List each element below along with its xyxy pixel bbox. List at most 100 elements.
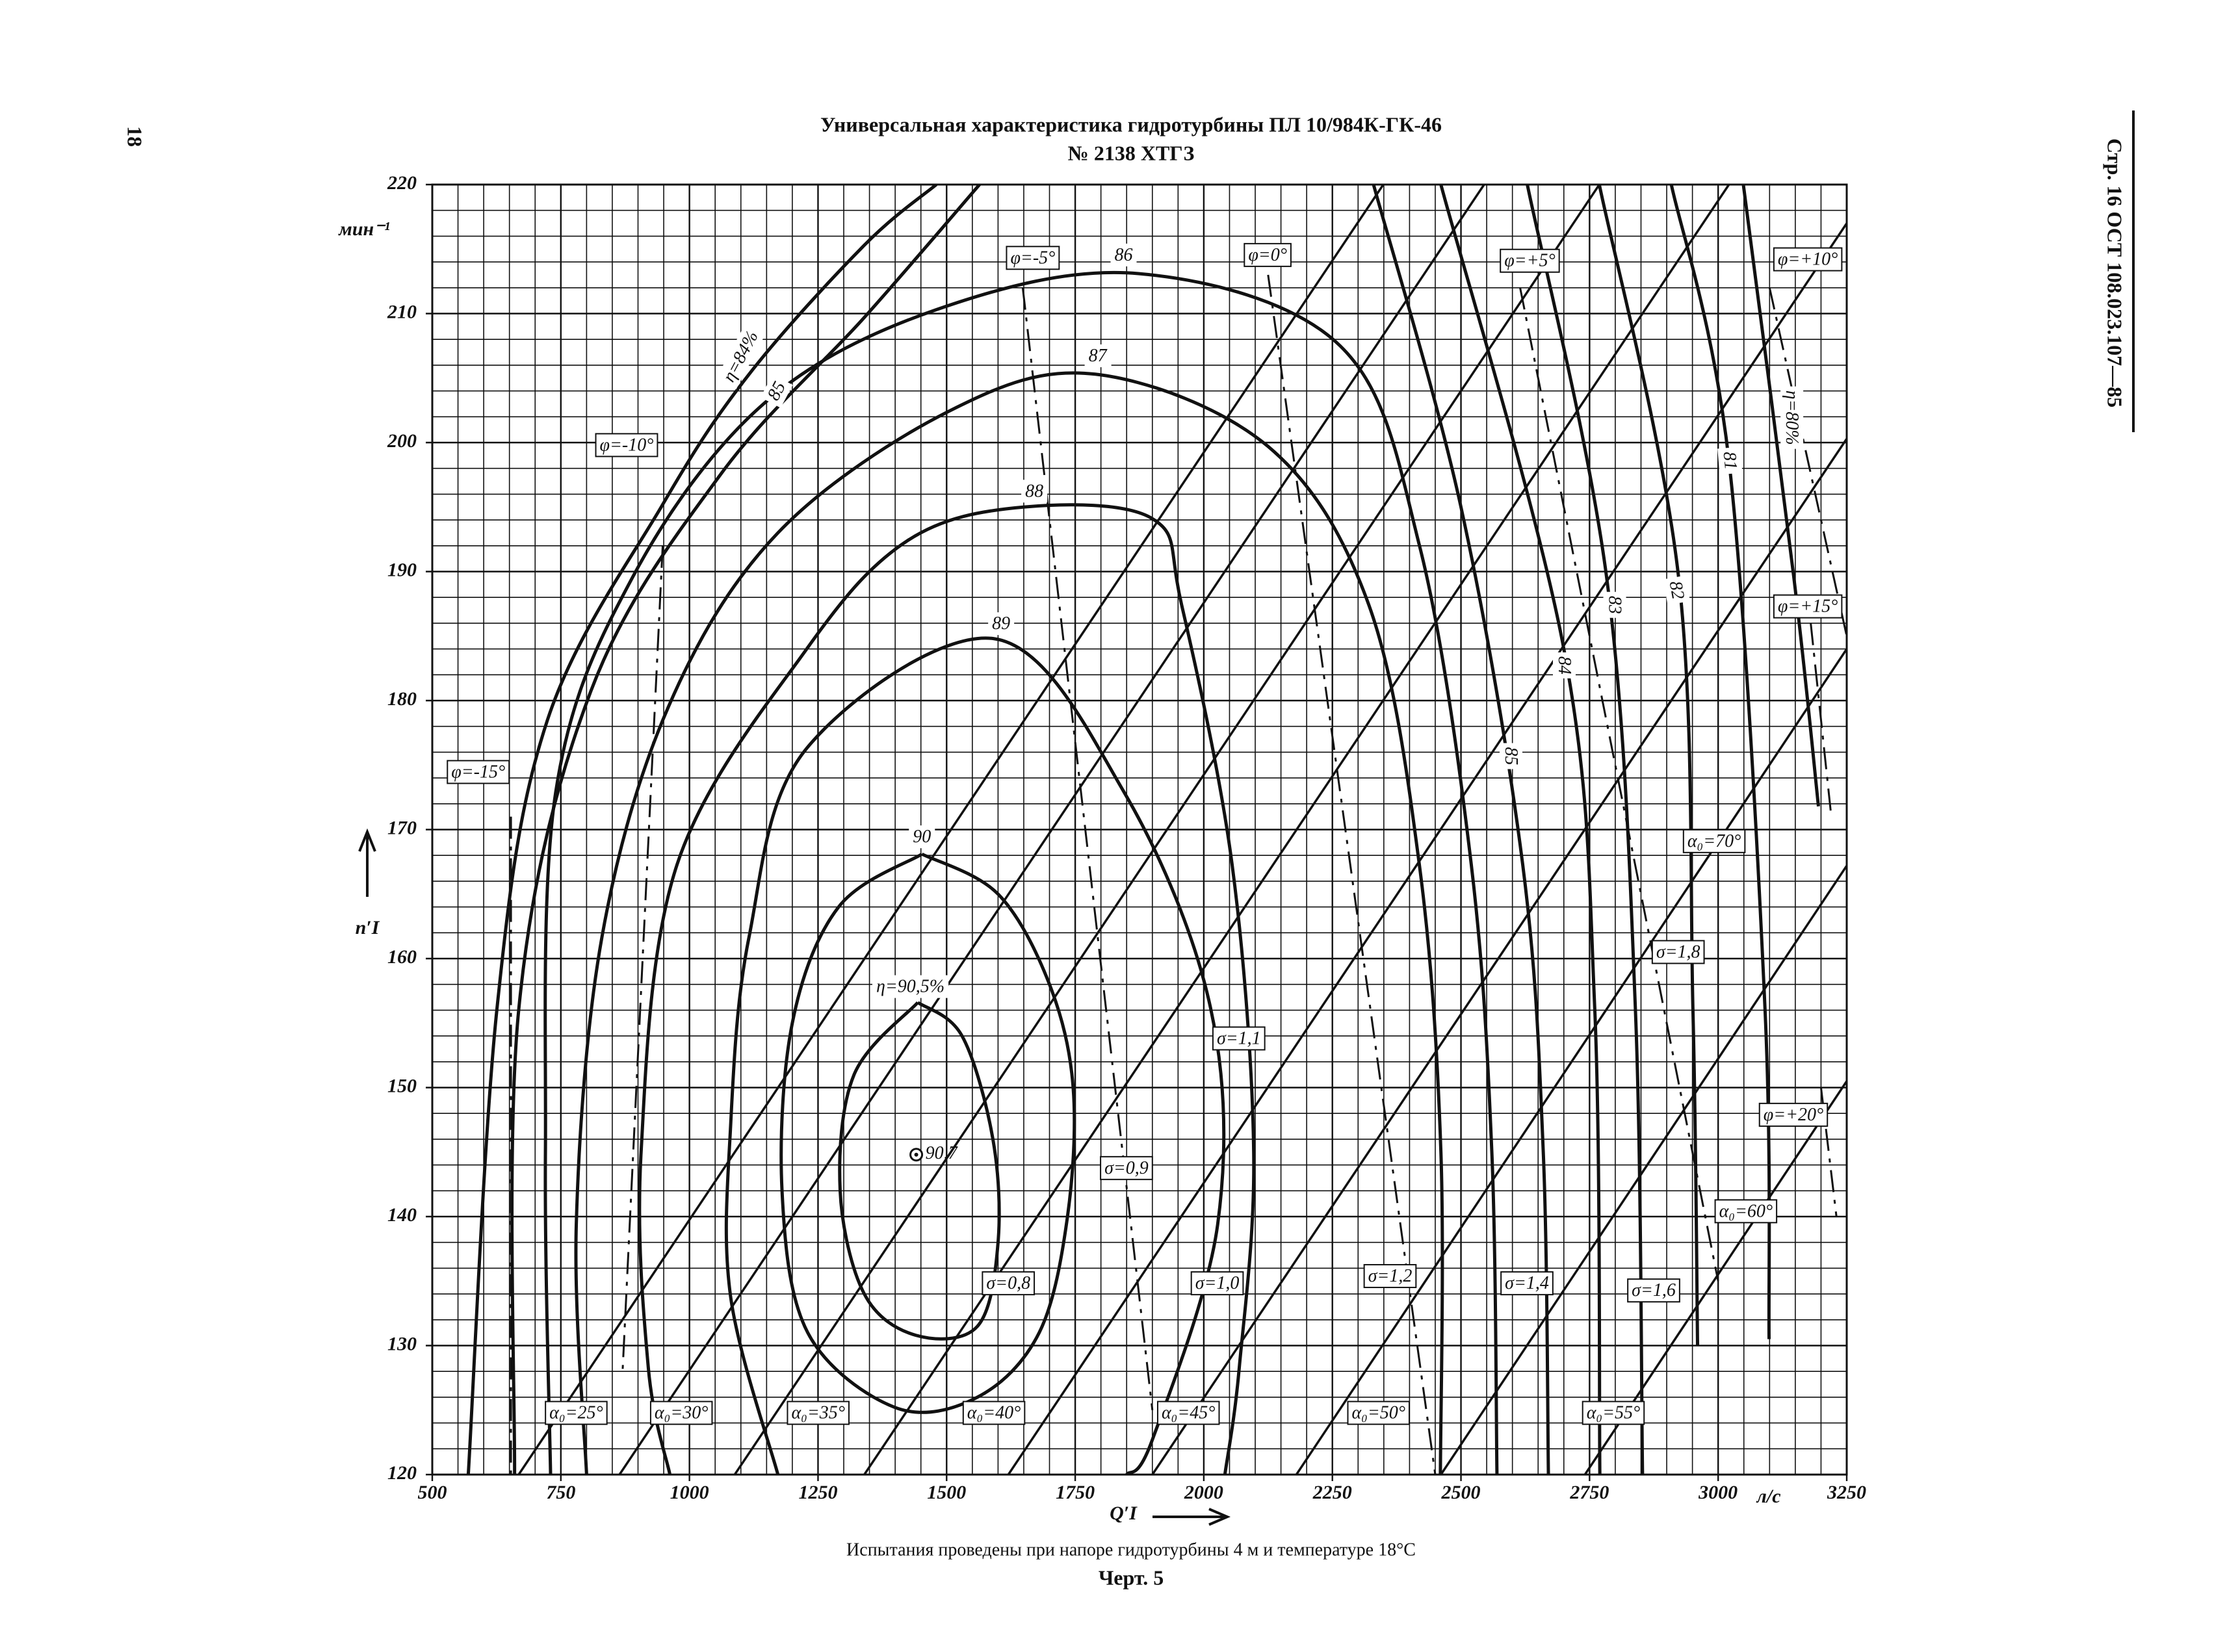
curve-label: σ=0,8: [986, 1273, 1030, 1293]
curve-label-group: η=80%: [1780, 386, 1804, 449]
opening-curve: [733, 185, 1600, 1475]
curve-label-group: φ=-15°: [447, 760, 510, 784]
x-tick-label: 750: [546, 1482, 575, 1503]
figure-number: Черт. 5: [1099, 1566, 1164, 1589]
curve-label-group: 82: [1663, 575, 1691, 605]
opening-curve: [1295, 648, 1847, 1475]
label-backdrop: [1717, 446, 1743, 475]
curve-label-group: φ=+10°: [1773, 247, 1843, 272]
x-tick-label: 1250: [798, 1482, 837, 1503]
curve-label: σ=1,0: [1195, 1273, 1240, 1293]
curve-label: 82: [1665, 580, 1688, 601]
chart-title: Универсальная характеристика гидротурбин…: [820, 112, 1442, 136]
curve-label-group: α₀=50°: [1347, 1400, 1411, 1425]
curve-label: σ=0,9: [1104, 1158, 1149, 1178]
y-tick-label: 200: [387, 430, 417, 452]
label-backdrop: [909, 825, 935, 849]
y-tick-label: 190: [387, 559, 417, 580]
efficiency-curve: [1439, 185, 1602, 1475]
y-tick-label: 150: [387, 1075, 417, 1096]
label-backdrop: [716, 323, 766, 390]
plot-frame: [431, 183, 1848, 1476]
curve-label: σ=1,8: [1656, 942, 1700, 962]
efficiency-curve: [543, 270, 1499, 1475]
curve-label-group: σ=1,1: [1212, 1026, 1266, 1051]
label-backdrop: [760, 374, 793, 408]
curve-label: φ=+10°: [1778, 250, 1838, 270]
curve-label: σ=1,1: [1217, 1028, 1261, 1048]
curve-label: 87: [1089, 346, 1108, 366]
curve-label-group: 87: [1084, 344, 1112, 368]
curve-label: φ=-15°: [451, 762, 505, 782]
x-tick-label: 500: [418, 1482, 447, 1503]
label-box: [787, 1400, 850, 1425]
curve-label-group: 85: [1499, 743, 1522, 769]
curve-label-group: φ=+15°: [1773, 594, 1843, 619]
efficiency-curve: [724, 636, 1226, 1475]
curve-label: η=90,5%: [876, 977, 944, 997]
curve-label: σ=1,2: [1368, 1266, 1413, 1286]
label-backdrop: [872, 975, 949, 998]
curve-label: 90: [913, 827, 931, 847]
x-tick-label: 1750: [1056, 1482, 1095, 1503]
opening-curve: [618, 185, 1485, 1475]
label-backdrop: [1552, 652, 1576, 678]
label-box: [1714, 1199, 1778, 1224]
y-tick-label: 130: [387, 1333, 417, 1354]
label-box: [962, 1400, 1026, 1425]
curve-label: σ=1,4: [1505, 1273, 1549, 1293]
blade-curve: [1021, 287, 1154, 1410]
x-tick-label: 2250: [1312, 1482, 1352, 1503]
curve-label-group: α₀=45°: [1156, 1400, 1220, 1425]
y-tick-label: 120: [387, 1462, 417, 1484]
curve-label-group: 83: [1603, 591, 1626, 618]
curve-label: α₀=40°: [967, 1403, 1021, 1423]
curve-label-group: σ=1,8: [1651, 940, 1705, 964]
efficiency-curve: [574, 371, 1444, 1475]
label-backdrop: [988, 612, 1015, 636]
optimum-label: 90,7: [926, 1143, 958, 1163]
x-unit: л/с: [1755, 1486, 1780, 1507]
curve-label-group: α₀=35°: [787, 1400, 850, 1425]
label-box: [1627, 1278, 1680, 1303]
label-box: [1500, 248, 1560, 273]
y-tick-label: 140: [387, 1204, 417, 1226]
x-tick-label: 3250: [1827, 1482, 1866, 1503]
x-arrow: [1153, 1508, 1231, 1526]
label-backdrop: [1110, 243, 1137, 266]
curve-label: 89: [992, 613, 1010, 634]
opening-curve: [1007, 222, 1847, 1475]
label-box: [649, 1400, 713, 1425]
efficiency-curve: [1526, 185, 1645, 1475]
curve-label-group: α₀=70°: [1682, 829, 1746, 853]
curve-label: φ=-10°: [600, 435, 654, 455]
label-box: [1156, 1400, 1220, 1425]
y-tick-label: 220: [387, 172, 417, 194]
label-box: [1758, 1102, 1829, 1127]
y-tick-label: 180: [387, 688, 417, 710]
efficiency-curve: [1597, 185, 1700, 1346]
curve-label-group: σ=1,0: [1190, 1271, 1244, 1296]
blade-curve: [1768, 287, 1847, 637]
efficiency-curve: [779, 852, 1076, 1414]
curve-label-group: φ=+5°: [1500, 248, 1560, 273]
label-box: [1651, 940, 1705, 964]
curve-label-group: 84: [1552, 652, 1576, 678]
blade-curve: [1519, 287, 1719, 1282]
label-box: [1773, 594, 1843, 619]
curve-label-group: φ=-5°: [1006, 246, 1060, 270]
efficiency-curve: [510, 185, 1550, 1475]
curve-label: α₀=45°: [1162, 1403, 1216, 1423]
curve-label: 83: [1605, 596, 1625, 614]
curve-label-group: φ=0°: [1244, 242, 1292, 267]
blade-curve: [1810, 623, 1832, 817]
plot: 500 750 1000 1250 1500 1750 2000 2250 2500 2750 30…: [387, 172, 1866, 1503]
curve-label-group: σ=1,6: [1627, 1278, 1680, 1303]
curve-label: σ=1,6: [1632, 1280, 1676, 1300]
page-number: 18: [124, 126, 147, 147]
efficiency-curve: [838, 1001, 1001, 1341]
curve-label: 84: [1554, 656, 1574, 675]
curve-label-group: φ=-10°: [595, 433, 658, 458]
